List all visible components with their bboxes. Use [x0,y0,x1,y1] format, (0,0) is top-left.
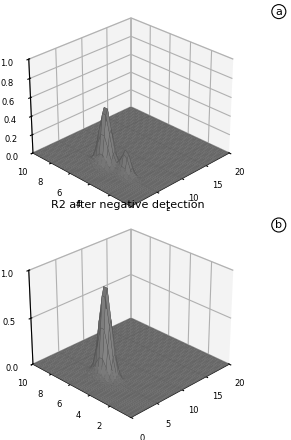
Text: b: b [275,220,282,230]
Text: a: a [275,7,282,17]
Title: R2 after negative detection: R2 after negative detection [51,201,205,210]
